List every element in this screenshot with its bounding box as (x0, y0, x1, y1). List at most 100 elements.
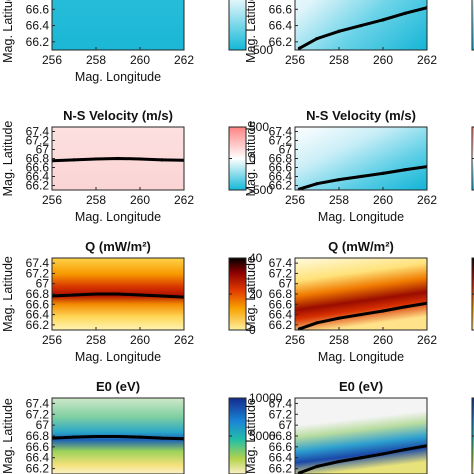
boundary-point (297, 471, 301, 474)
boundary-point (359, 174, 363, 179)
x-tick-label: 256 (42, 333, 62, 347)
boundary-point (337, 178, 341, 182)
panel-r0c0: 256 258 260 262 66.2 66.4 66.6 Mag. Latitude Mag… (1, 0, 273, 84)
colorbar-tick-label: -500 (249, 43, 273, 57)
boundary-point (381, 171, 385, 175)
boundary-point (381, 309, 385, 313)
x-axis-label: Mag. Longitude (75, 70, 161, 84)
colorbar-tick-label: 500 (249, 120, 269, 134)
heatmap-field (295, 127, 427, 190)
x-tick-label: 258 (329, 53, 349, 67)
x-tick-label: 262 (174, 53, 194, 67)
y-tick-label: 66.6 (26, 297, 50, 311)
y-tick-label: 66.6 (26, 2, 50, 16)
y-tick-label: 66.6 (269, 297, 293, 311)
x-tick-label: 260 (130, 333, 150, 347)
boundary-point (403, 168, 407, 172)
y-tick-label: 66.2 (26, 462, 50, 474)
y-tick-label: 66.4 (26, 451, 50, 465)
y-tick-label: 67 (36, 418, 50, 432)
y-tick-label: 67.4 (26, 256, 50, 270)
boundary-point (138, 435, 142, 439)
y-tick-label: 66.8 (26, 429, 50, 443)
y-tick-label: 66.8 (269, 152, 293, 166)
boundary-point (160, 294, 164, 298)
y-axis-label: Mag. Latitude (1, 0, 15, 63)
y-tick-label: 66.4 (269, 451, 293, 465)
y-tick-label: 67 (36, 277, 50, 291)
y-tick-label: 66.2 (269, 318, 293, 332)
colorbar-tick-label: 40 (249, 251, 263, 265)
y-tick-label: 66.6 (269, 161, 293, 175)
y-tick-label: 67.2 (26, 134, 50, 148)
x-axis-label: Mag. Longitude (75, 210, 161, 224)
boundary-point (116, 292, 120, 296)
y-tick-label: 67.4 (269, 256, 293, 270)
x-tick-label: 260 (373, 193, 393, 207)
boundary-point (116, 156, 120, 161)
y-tick-label: 66.6 (26, 161, 50, 175)
x-tick-label: 262 (174, 193, 194, 207)
x-axis-label: Mag. Longitude (75, 350, 161, 364)
boundary-point (116, 434, 120, 439)
colorbar-tick-label: 0 (249, 323, 256, 337)
boundary-point (297, 327, 301, 330)
colorbar-tick-label: -500 (249, 183, 273, 197)
heatmap-field (295, 258, 427, 330)
y-axis-label: Mag. Latitude (244, 256, 258, 332)
colorbar-tick-label: 10000 (249, 391, 283, 405)
x-tick-label: 258 (86, 333, 106, 347)
colorbar-tick-label: 0 (249, 152, 256, 166)
y-tick-label: 66.2 (269, 462, 293, 474)
y-tick-label: 67.4 (26, 125, 50, 139)
x-tick-label: 256 (42, 53, 62, 67)
y-tick-label: 66.4 (269, 19, 293, 33)
x-tick-label: 256 (285, 193, 305, 207)
boundary-point (72, 293, 76, 297)
boundary-point (315, 182, 319, 186)
x-tick-label: 258 (329, 333, 349, 347)
plot-frame (51, 0, 185, 51)
boundary-point (160, 158, 164, 162)
y-tick-label: 67 (279, 418, 293, 432)
boundary-point (337, 29, 341, 33)
boundary-point (403, 11, 407, 15)
colorbar-tick-label: 5000 (249, 429, 276, 443)
y-tick-label: 66.8 (269, 429, 293, 443)
y-tick-label: 67.4 (26, 396, 50, 410)
y-axis-label: Mag. Latitude (244, 121, 258, 197)
boundary-point (337, 459, 341, 464)
x-tick-label: 256 (42, 193, 62, 207)
y-tick-label: 66.4 (26, 170, 50, 184)
y-tick-label: 66.4 (26, 308, 50, 322)
panel-title: Q (mW/m²) (85, 239, 151, 254)
y-tick-label: 67.2 (269, 266, 293, 280)
y-tick-label: 67.2 (26, 407, 50, 421)
y-tick-label: 66.4 (269, 170, 293, 184)
x-tick-label: 260 (130, 53, 150, 67)
y-tick-label: 66.2 (269, 35, 293, 49)
y-tick-label: 66.8 (26, 152, 50, 166)
y-axis-label: Mag. Latitude (1, 121, 15, 197)
x-axis-label: Mag. Longitude (318, 350, 404, 364)
boundary-point (403, 447, 407, 452)
boundary-point (315, 37, 319, 41)
y-tick-label: 66.2 (26, 35, 50, 49)
boundary-point (94, 292, 98, 296)
y-axis-label: Mag. Latitude (244, 0, 258, 63)
heatmap-field (295, 398, 427, 474)
y-tick-label: 66.6 (269, 440, 293, 454)
boundary-point (94, 157, 98, 161)
boundary-point (72, 435, 76, 439)
y-tick-label: 67.2 (269, 134, 293, 148)
boundary-point (297, 187, 301, 190)
y-tick-label: 66.4 (26, 19, 50, 33)
y-tick-label: 66.4 (269, 308, 293, 322)
y-tick-label: 66.2 (26, 179, 50, 193)
y-tick-label: 66.2 (269, 179, 293, 193)
